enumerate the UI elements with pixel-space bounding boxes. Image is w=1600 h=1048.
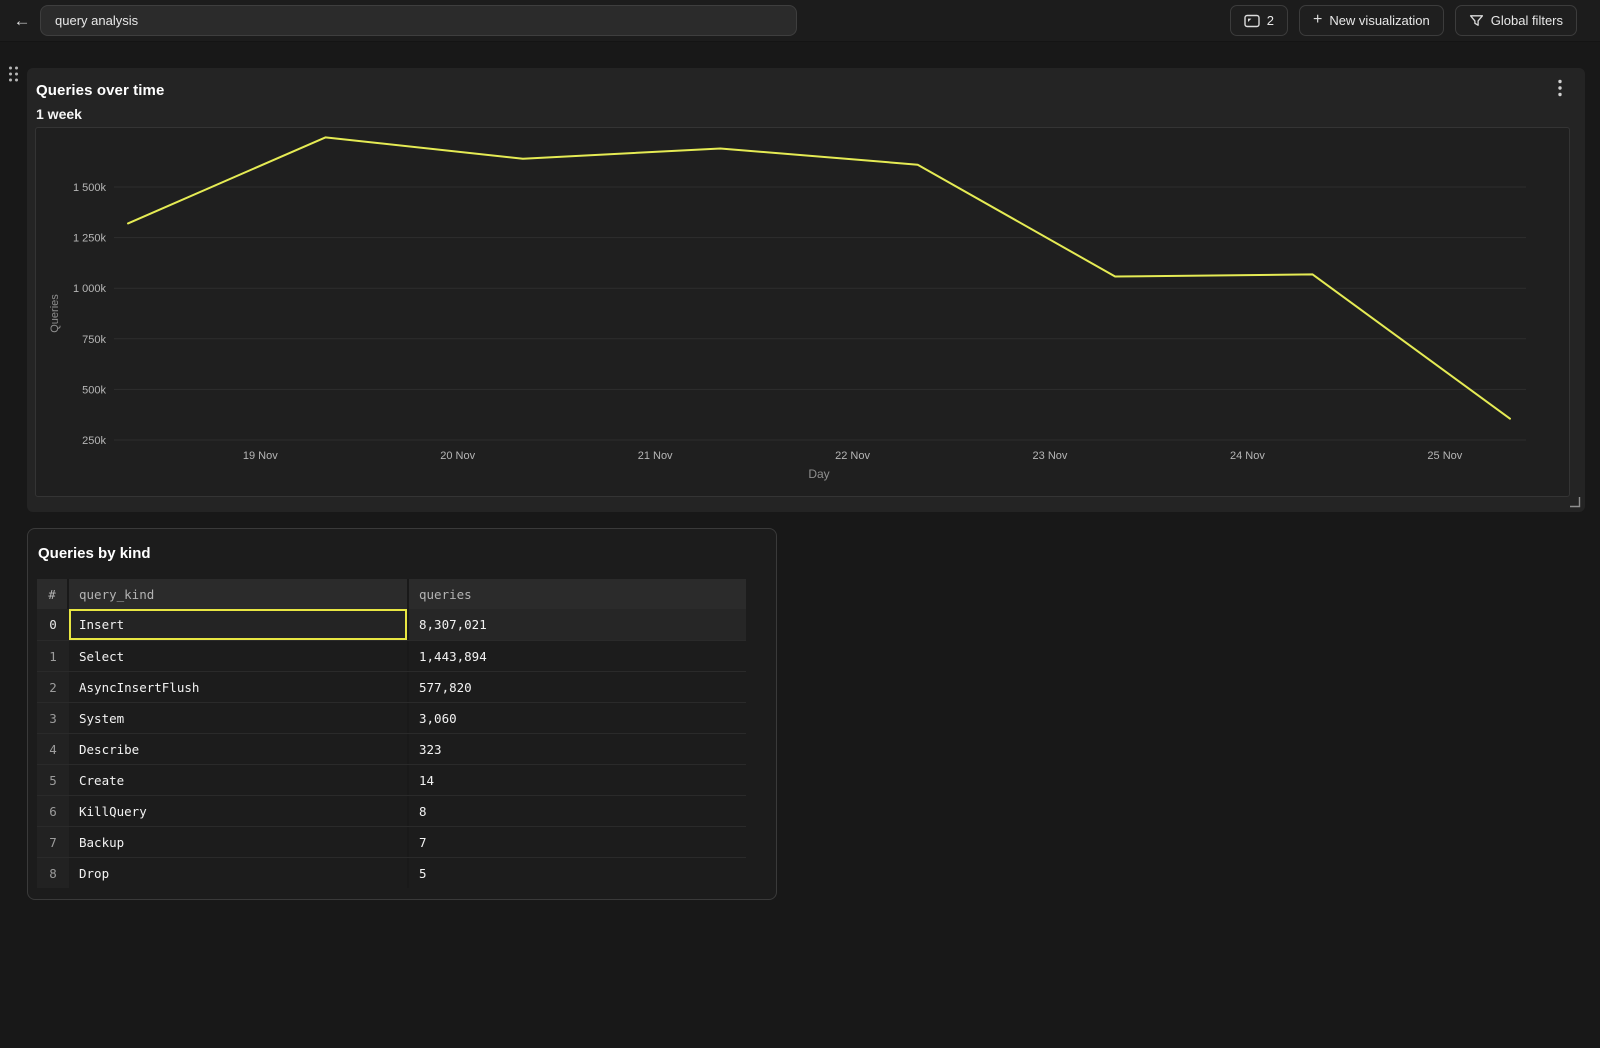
x-axis-tick-label: 24 Nov [1230,450,1265,462]
plus-icon: + [1312,11,1323,28]
row-index-cell: 4 [37,734,69,764]
query-kind-cell[interactable]: System [79,710,125,726]
row-index-cell: 2 [37,672,69,702]
queries-over-time-chart[interactable]: 1 500k 1 250k 1 000k 750k 500k 250k Queries 19 … [35,127,1570,497]
table-panel: Queries by kind # query_kind queries 0 Inser… [27,528,777,900]
resize-handle[interactable] [1568,497,1582,511]
drag-handle-dots-icon [7,65,19,88]
y-axis-tick-label: 1 500k [73,182,107,194]
y-axis-tick-label: 750k [82,334,106,346]
column-header-query_kind[interactable]: query_kind [79,586,155,602]
queries-value-cell[interactable]: 8,307,021 [407,609,746,640]
drag-handle[interactable] [5,66,21,86]
x-axis-tick-label: 23 Nov [1033,450,1068,462]
y-axis-tick-label: 1 000k [73,283,107,295]
queries-value-cell[interactable]: 7 [407,827,746,857]
column-header-queries[interactable]: queries [407,579,746,609]
query-kind-cell[interactable]: Backup [79,834,125,850]
row-index-cell: 8 [37,858,69,888]
kebab-menu-icon [1558,79,1562,100]
queries-value-cell[interactable]: 323 [407,734,746,764]
query-kind-cell[interactable]: AsyncInsertFlush [79,679,200,695]
topbar-actions: 2 + New visualization Global filters [1229,5,1577,36]
x-axis-tick-label: 25 Nov [1427,450,1462,462]
queries-value-cell[interactable]: 5 [407,858,746,888]
kebab-menu-button[interactable] [1551,78,1569,100]
queries-by-kind-table: # query_kind queries 0 Insert 8,307,021 1 Selec… [37,579,746,888]
resize-corner-icon [1569,495,1581,513]
query-kind-cell[interactable]: Insert [69,609,407,640]
chart-panel-title: Queries over time [36,82,165,99]
table-row: 1 Select 1,443,894 [37,640,746,671]
back-arrow-icon: ← [13,11,31,30]
y-axis-tick-label: 1 250k [73,233,107,245]
row-index-cell: 7 [37,827,69,857]
queries-value-cell[interactable]: 8 [407,796,746,826]
x-axis-tick-label: 19 Nov [243,450,278,462]
global-filters-button[interactable]: Global filters [1454,5,1577,36]
query-kind-cell[interactable]: Select [79,648,125,664]
dashboard-name-input[interactable] [40,5,797,36]
topbar: ← 2 + New visualization Global filters [0,0,1600,42]
back-button[interactable]: ← [8,7,36,35]
y-axis-tick-label: 500k [82,384,106,396]
query-kind-cell[interactable]: Drop [79,865,110,881]
row-index-cell: 1 [37,641,69,671]
queries-value-cell[interactable]: 1,443,894 [407,641,746,671]
table-row: 6 KillQuery 8 [37,795,746,826]
queries-line-series [127,136,1511,420]
x-axis-tick-label: 21 Nov [638,450,673,462]
queries-value-cell[interactable]: 577,820 [407,672,746,702]
table-row: 0 Insert 8,307,021 [37,609,746,640]
x-axis-title: Day [808,467,829,481]
y-axis-tick-label: 250k [82,435,106,447]
row-index-cell: 5 [37,765,69,795]
query-kind-cell[interactable]: Describe [79,741,140,757]
panel-window-icon [1244,14,1260,28]
table-row: 7 Backup 7 [37,826,746,857]
queries-value-cell[interactable]: 14 [407,765,746,795]
panels-count: 2 [1266,13,1274,28]
table-header-row: # query_kind queries [37,579,746,609]
table-row: 8 Drop 5 [37,857,746,888]
row-index-cell: 6 [37,796,69,826]
table-panel-title: Queries by kind [38,545,151,562]
query-kind-cell[interactable]: Create [79,772,125,788]
table-row: 3 System 3,060 [37,702,746,733]
query-kind-cell[interactable]: KillQuery [79,803,147,819]
line-chart-canvas: 1 500k 1 250k 1 000k 750k 500k 250k Queries 19 … [49,136,1526,481]
chart-panel: Queries over time 1 week 1 500k 1 250k 1 0… [27,68,1585,512]
new-visualization-button[interactable]: + New visualization [1298,5,1444,36]
panels-count-button[interactable]: 2 [1229,5,1288,36]
funnel-filter-icon [1469,14,1484,28]
global-filters-label: Global filters [1490,13,1563,28]
table-row: 4 Describe 323 [37,733,746,764]
y-axis-title: Queries [49,294,61,333]
row-index-cell: 0 [37,609,69,640]
column-header-index[interactable]: # [37,579,69,609]
chart-panel-subtitle: 1 week [36,106,82,122]
new-visualization-label: New visualization [1329,13,1430,28]
x-axis-tick-label: 22 Nov [835,450,870,462]
x-axis-tick-label: 20 Nov [440,450,475,462]
queries-value-cell[interactable]: 3,060 [407,703,746,733]
table-row: 5 Create 14 [37,764,746,795]
table-row: 2 AsyncInsertFlush 577,820 [37,671,746,702]
row-index-cell: 3 [37,703,69,733]
